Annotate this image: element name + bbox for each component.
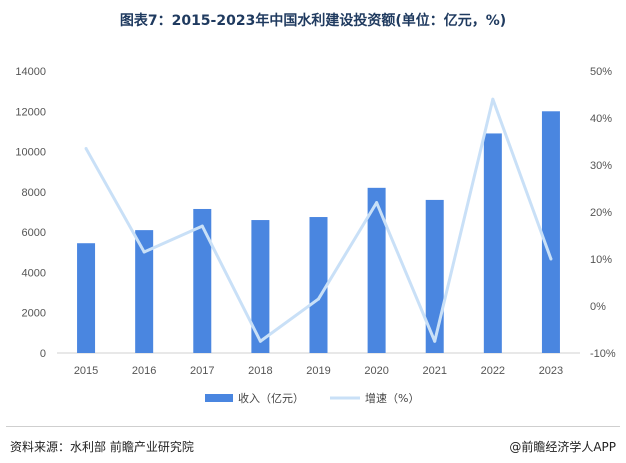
left-axis-tick-label: 12000 (15, 106, 46, 118)
x-axis-tick-label: 2018 (248, 365, 272, 377)
line-point (84, 147, 88, 151)
line-point (200, 224, 204, 228)
line-point (375, 201, 379, 205)
line-point (433, 339, 437, 343)
brand-credit: @前瞻经济学人APP (509, 440, 616, 454)
legend-label-bar: 收入（亿元） (238, 391, 304, 405)
bar-series (77, 111, 560, 354)
right-axis-tick-label: 20% (590, 207, 612, 219)
right-axis-tick-label: 30% (590, 160, 612, 172)
line-point (258, 339, 262, 343)
left-axis-tick-label: 6000 (22, 227, 46, 239)
x-axis-tick-label: 2015 (74, 365, 98, 377)
bar (77, 243, 96, 353)
x-axis: 2015 2016 2017 2018 2019 2020 2021 2022 2023 (57, 352, 580, 377)
bar (193, 208, 212, 353)
left-axis-tick-label: 14000 (15, 66, 46, 78)
line-point (491, 97, 495, 101)
line-point (142, 250, 146, 254)
left-axis-tick-label: 8000 (22, 187, 46, 199)
right-axis-tick-label: 0% (590, 301, 606, 313)
line-point (549, 257, 553, 261)
left-axis-tick-label: 10000 (15, 147, 46, 159)
line-series (84, 97, 553, 343)
bar (541, 111, 560, 354)
bar (483, 133, 502, 353)
footer-divider (6, 426, 620, 427)
left-axis-tick-label: 4000 (22, 267, 46, 279)
legend: 收入（亿元） 增速（%） (205, 391, 419, 405)
x-axis-tick-label: 2020 (364, 365, 388, 377)
x-axis-tick-label: 2019 (306, 365, 330, 377)
x-axis-tick-label: 2021 (422, 365, 446, 377)
legend-label-line: 增速（%） (365, 391, 419, 405)
x-axis-tick-label: 2016 (132, 365, 156, 377)
source-note: 资料来源：水利部 前瞻产业研究院 (10, 440, 194, 454)
left-axis-tick-label: 0 (40, 348, 46, 360)
right-axis-tick-label: -10% (590, 348, 616, 360)
x-axis-tick-label: 2017 (190, 365, 214, 377)
bar (309, 217, 328, 353)
right-axis-tick-label: 40% (590, 113, 612, 125)
right-axis-tick-label: 50% (590, 66, 612, 78)
bar (135, 230, 154, 353)
legend-swatch-bar (205, 394, 233, 402)
chart-title: 图表7：2015-2023年中国水利建设投资额(单位：亿元，%) (120, 12, 506, 29)
line-point (317, 297, 320, 301)
right-axis: -10% 0% 10% 20% 30% 40% 50% (590, 66, 616, 360)
bar (367, 187, 386, 353)
left-axis-tick-label: 2000 (22, 308, 46, 320)
bar (425, 199, 444, 353)
right-axis-tick-label: 10% (590, 254, 612, 266)
left-axis: 0 2000 4000 6000 8000 10000 12000 14000 (15, 66, 46, 360)
x-axis-tick-label: 2023 (539, 365, 563, 377)
x-axis-tick-label: 2022 (481, 365, 505, 377)
bar (251, 220, 270, 353)
